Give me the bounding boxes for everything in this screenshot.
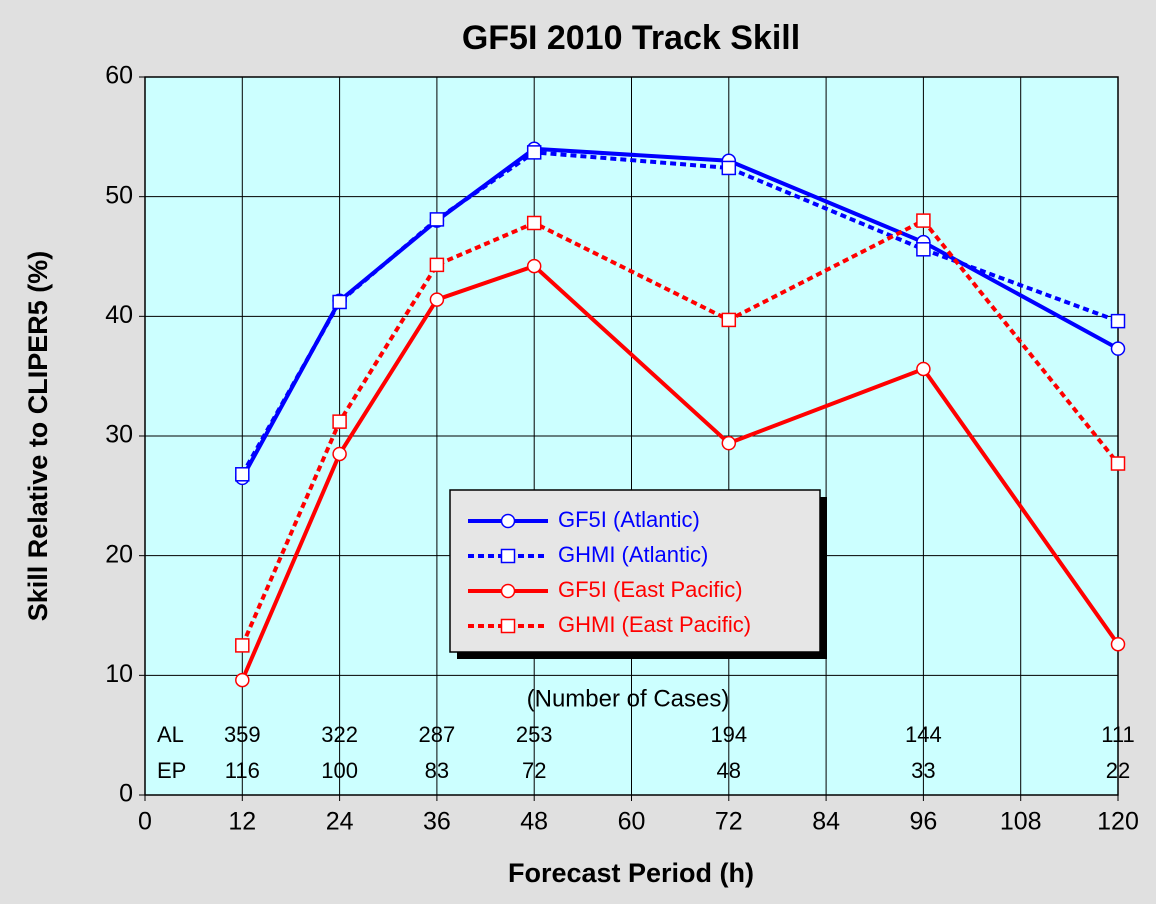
x-tick-label: 24 xyxy=(326,808,354,836)
y-tick-label: 40 xyxy=(105,301,133,329)
marker xyxy=(1110,456,1126,471)
marker xyxy=(235,638,250,653)
marker xyxy=(526,215,542,231)
y-tick-label: 10 xyxy=(105,660,133,688)
y-tick-label: 0 xyxy=(119,780,133,808)
x-axis-label: Forecast Period (h) xyxy=(508,858,754,888)
case-row-label: AL xyxy=(157,722,184,747)
x-tick-label: 84 xyxy=(812,808,840,836)
case-count: 72 xyxy=(522,758,546,783)
marker xyxy=(526,145,542,160)
marker xyxy=(1110,636,1126,652)
chart-title: GF5I 2010 Track Skill xyxy=(462,19,800,57)
y-tick-label: 60 xyxy=(105,62,133,90)
marker xyxy=(721,160,737,176)
marker xyxy=(721,435,737,451)
legend-label: GF5I (Atlantic) xyxy=(558,507,700,532)
marker xyxy=(916,361,931,377)
y-axis-label: Skill Relative to CLIPER5 (%) xyxy=(23,251,53,622)
case-count: 253 xyxy=(516,722,553,747)
plot-frame xyxy=(144,76,1119,796)
case-count: 33 xyxy=(911,758,935,783)
marker xyxy=(1110,313,1126,329)
legend-label: GF5I (East Pacific) xyxy=(558,577,743,602)
x-tick-label: 60 xyxy=(618,808,646,836)
x-tick-label: 36 xyxy=(423,808,451,836)
case-count: 100 xyxy=(321,758,358,783)
marker xyxy=(332,294,347,310)
case-count: 22 xyxy=(1106,758,1130,783)
y-tick-label: 30 xyxy=(105,421,133,449)
marker xyxy=(721,312,737,328)
legend-label: GHMI (East Pacific) xyxy=(558,612,751,637)
case-counts-title: (Number of Cases) xyxy=(527,685,730,712)
marker xyxy=(1110,341,1126,356)
legend: GF5I (Atlantic) GHMI (Atlantic) GF5I (East… xyxy=(449,489,827,659)
marker xyxy=(526,258,542,274)
marker xyxy=(235,672,250,688)
case-count: 83 xyxy=(425,758,449,783)
case-count: 144 xyxy=(905,722,942,747)
marker xyxy=(500,513,516,529)
x-tick-label: 0 xyxy=(138,808,152,836)
marker xyxy=(429,257,445,273)
case-count: 48 xyxy=(717,758,741,783)
x-tick-label: 12 xyxy=(228,808,256,836)
case-count: 287 xyxy=(419,722,456,747)
legend-label: GHMI (Atlantic) xyxy=(558,542,708,567)
marker xyxy=(500,583,516,599)
case-count: 322 xyxy=(321,722,358,747)
case-count: 194 xyxy=(710,722,747,747)
marker xyxy=(500,548,516,564)
x-tick-label: 120 xyxy=(1097,808,1139,836)
x-tick-label: 72 xyxy=(715,808,743,836)
y-tick-label: 20 xyxy=(105,540,133,568)
marker xyxy=(332,414,347,429)
marker xyxy=(916,242,931,257)
x-tick-label: 48 xyxy=(520,808,548,836)
marker xyxy=(429,292,445,307)
marker xyxy=(500,618,516,634)
marker xyxy=(332,446,347,462)
x-tick-label: 96 xyxy=(909,808,937,836)
case-count: 111 xyxy=(1101,722,1134,747)
y-tick-label: 50 xyxy=(105,181,133,209)
marker xyxy=(429,212,445,227)
case-count: 116 xyxy=(225,758,260,783)
marker xyxy=(235,467,250,482)
case-count: 359 xyxy=(224,722,261,747)
marker xyxy=(916,213,931,228)
case-row-label: EP xyxy=(157,758,186,783)
x-tick-label: 108 xyxy=(1000,808,1042,836)
